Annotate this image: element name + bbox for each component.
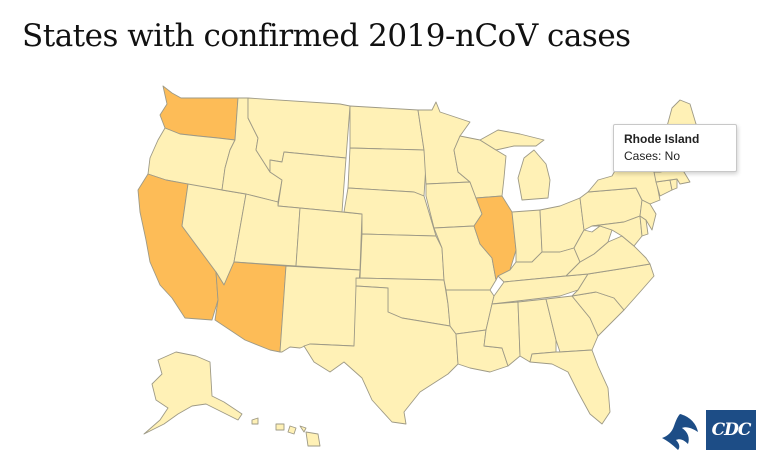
logo-group: CDC — [658, 410, 758, 452]
state-hawaii-1[interactable] — [251, 417, 259, 425]
state-new-jersey[interactable] — [639, 199, 657, 231]
tooltip-cases-value: Cases: No — [624, 149, 681, 163]
state-maryland[interactable] — [591, 215, 643, 247]
state-alaska[interactable] — [143, 351, 243, 435]
state-hawaii-2[interactable] — [275, 423, 285, 431]
state-new-mexico[interactable] — [279, 265, 361, 353]
state-florida[interactable] — [529, 349, 611, 425]
page-title: States with confirmed 2019-nCoV cases — [22, 18, 631, 54]
hhs-eagle-icon — [662, 414, 698, 450]
state-michigan-upper[interactable] — [479, 129, 545, 151]
state-colorado[interactable] — [295, 207, 363, 271]
state-michigan[interactable] — [517, 149, 551, 201]
state-indiana[interactable] — [511, 209, 543, 263]
state-hawaii-4[interactable] — [299, 425, 307, 433]
state-texas[interactable] — [303, 285, 459, 425]
state-illinois[interactable] — [473, 195, 517, 281]
state-wyoming[interactable] — [269, 151, 347, 213]
tooltip-state-name: Rhode Island — [624, 132, 700, 146]
cdc-logo: CDC — [706, 410, 756, 450]
state-hawaii-5[interactable] — [305, 431, 321, 447]
state-hawaii-3[interactable] — [287, 425, 297, 435]
state-kansas[interactable] — [359, 233, 445, 281]
state-tooltip: Rhode Island Cases: No — [613, 124, 737, 172]
state-north-dakota[interactable] — [349, 105, 425, 151]
